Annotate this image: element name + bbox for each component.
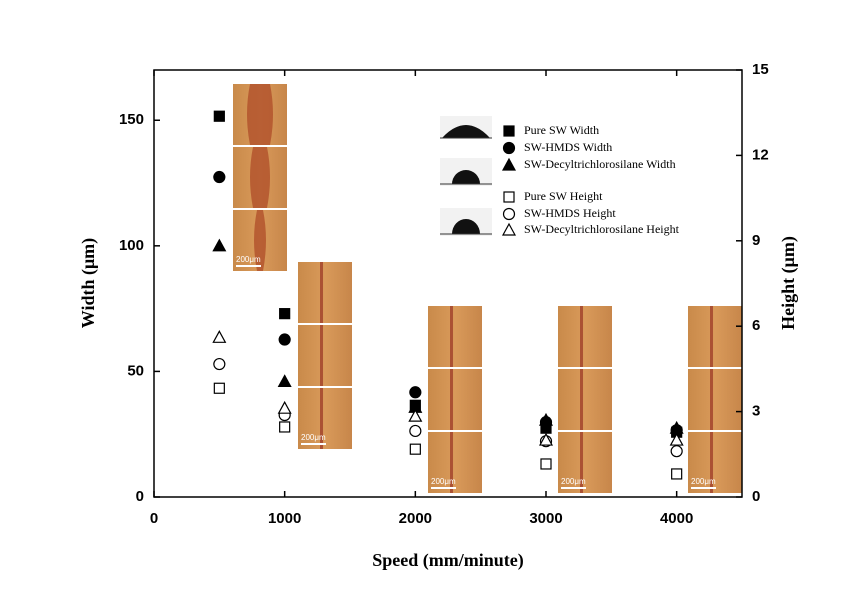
y-tick-label: 100 bbox=[119, 237, 144, 254]
marker-square bbox=[279, 308, 291, 320]
legend-label: SW-Decyltrichlorosilane Width bbox=[524, 157, 676, 171]
micrograph bbox=[688, 306, 742, 367]
line-trace bbox=[710, 432, 713, 493]
marker-triangle bbox=[669, 432, 684, 446]
marker-square bbox=[503, 191, 515, 203]
marker-circle bbox=[213, 170, 226, 184]
y2-tick-label: 3 bbox=[752, 403, 760, 420]
marker-triangle bbox=[212, 238, 227, 252]
y2-tick-label: 6 bbox=[752, 317, 760, 334]
line-trace bbox=[320, 262, 323, 323]
marker-square bbox=[409, 443, 421, 455]
x-tick-label: 3000 bbox=[529, 510, 562, 527]
marker-triangle bbox=[501, 157, 517, 171]
scale-label: 200μm bbox=[431, 477, 456, 486]
marker-circle bbox=[409, 424, 422, 438]
marker-triangle bbox=[538, 412, 554, 426]
marker-square bbox=[503, 125, 515, 137]
x-tick-label: 1000 bbox=[268, 510, 301, 527]
legend-label: Pure SW Width bbox=[524, 123, 599, 137]
y2-tick-label: 0 bbox=[752, 488, 760, 505]
scale-label: 200μm bbox=[561, 477, 586, 486]
plot-frame bbox=[153, 69, 743, 498]
line-trace bbox=[320, 388, 323, 449]
scale-label: 200μm bbox=[236, 255, 261, 264]
insets: 200μm 200μm 200μm 200μm 200μm bbox=[233, 84, 742, 493]
marker-circle bbox=[670, 445, 683, 458]
marker-square bbox=[279, 421, 291, 433]
line-trace bbox=[450, 369, 453, 430]
marker-triangle bbox=[538, 432, 554, 446]
scale-label: 200μm bbox=[301, 433, 326, 442]
y2-tick-label: 9 bbox=[752, 232, 760, 249]
y-tick-label: 150 bbox=[119, 111, 144, 128]
legend-label: SW-Decyltrichlorosilane Height bbox=[524, 222, 680, 236]
line-trace bbox=[247, 84, 273, 145]
micrograph bbox=[688, 369, 742, 430]
marker-circle bbox=[278, 333, 291, 346]
marker-square bbox=[213, 382, 225, 394]
line-trace bbox=[580, 432, 583, 493]
marker-circle bbox=[409, 386, 422, 399]
x-tick-label: 0 bbox=[150, 510, 158, 527]
y2-tick-label: 12 bbox=[752, 146, 769, 163]
marker-triangle bbox=[277, 374, 292, 388]
marker-circle bbox=[502, 207, 516, 221]
micrograph bbox=[688, 432, 742, 493]
scale-label: 200μm bbox=[691, 477, 716, 486]
marker-triangle bbox=[408, 408, 423, 422]
droplet-images bbox=[440, 116, 492, 236]
line-trace bbox=[580, 306, 583, 367]
line-trace bbox=[710, 306, 713, 367]
marker-circle bbox=[213, 357, 226, 371]
micrograph bbox=[558, 306, 612, 367]
line-trace bbox=[450, 432, 453, 493]
marker-square bbox=[671, 468, 683, 480]
line-trace bbox=[450, 306, 453, 367]
legend-label: Pure SW Height bbox=[524, 189, 603, 203]
line-trace bbox=[580, 369, 583, 430]
line-trace bbox=[254, 210, 266, 271]
legend-label: SW-HMDS Height bbox=[524, 206, 616, 220]
line-trace bbox=[250, 147, 270, 208]
y-tick-label: 0 bbox=[136, 488, 144, 505]
micrograph bbox=[428, 306, 482, 367]
y-tick-label: 50 bbox=[127, 362, 144, 379]
micrograph bbox=[298, 388, 352, 449]
marker-square bbox=[213, 110, 225, 122]
micrograph bbox=[558, 432, 612, 493]
y2-axis-label: Height (μm) bbox=[778, 236, 799, 330]
y2-tick-label: 15 bbox=[752, 61, 769, 78]
line-trace bbox=[710, 369, 713, 430]
marker-triangle bbox=[212, 330, 227, 343]
legend-label: SW-HMDS Width bbox=[524, 140, 612, 154]
line-trace bbox=[320, 325, 323, 386]
marker-square bbox=[540, 458, 552, 470]
micrograph bbox=[428, 432, 482, 493]
micrograph bbox=[298, 325, 352, 386]
micrograph bbox=[558, 369, 612, 430]
micrograph bbox=[298, 262, 352, 323]
x-tick-label: 2000 bbox=[399, 510, 432, 527]
x-tick-label: 4000 bbox=[660, 510, 693, 527]
marker-triangle bbox=[277, 400, 292, 414]
y-axis-label: Width (μm) bbox=[78, 238, 99, 328]
x-axis-label: Speed (mm/minute) bbox=[372, 550, 524, 571]
marker-triangle bbox=[501, 222, 517, 236]
marker-circle bbox=[502, 141, 516, 155]
micrograph bbox=[428, 369, 482, 430]
